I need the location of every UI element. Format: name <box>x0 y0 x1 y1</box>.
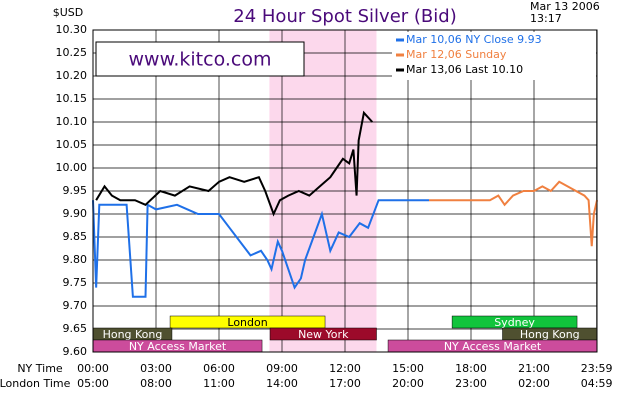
y-tick-label: 9.90 <box>63 207 88 220</box>
x-tick-label: 12:00 <box>329 362 361 375</box>
x-row-label: NY Time <box>17 362 63 375</box>
y-tick-label: 10.25 <box>56 46 88 59</box>
x-tick-label: 06:00 <box>203 362 235 375</box>
y-tick-label: 10.00 <box>56 161 88 174</box>
x-tick-label: 00:00 <box>77 362 109 375</box>
chart-title: 24 Hour Spot Silver (Bid) <box>233 6 456 27</box>
series-line <box>95 110 374 217</box>
y-tick-label: 9.95 <box>63 184 88 197</box>
y-tick-label: 10.10 <box>56 115 88 128</box>
x2-tick-label: 17:00 <box>329 377 361 390</box>
x-tick-label: 23:59 <box>581 362 613 375</box>
x-tick-label: 18:00 <box>455 362 487 375</box>
y-tick-label: 10.20 <box>56 69 88 82</box>
x2-tick-label: 20:00 <box>392 377 424 390</box>
legend-label: Mar 13,06 Last 10.10 <box>406 63 523 76</box>
session-bar <box>269 327 377 341</box>
watermark: www.kitco.com <box>128 49 271 71</box>
time: 13:17 <box>530 12 562 25</box>
y-tick-label: 9.85 <box>63 230 88 243</box>
session-bar <box>169 315 326 329</box>
legend-label: Mar 10,06 NY Close 9.93 <box>406 33 542 46</box>
x-tick-label: 15:00 <box>392 362 424 375</box>
x2-tick-label: 08:00 <box>140 377 172 390</box>
x2-tick-label: 11:00 <box>203 377 235 390</box>
y-tick-label: 9.65 <box>63 322 88 335</box>
y-tick-label: 9.70 <box>63 299 88 312</box>
session-label: Hong Kong <box>103 328 163 341</box>
x-tick-label: 03:00 <box>140 362 172 375</box>
y-tick-label: 10.30 <box>56 23 88 36</box>
x2-tick-label: 14:00 <box>266 377 298 390</box>
watermark-box <box>95 41 305 77</box>
session-label: London <box>227 316 267 329</box>
session-label: NY Access Market <box>444 340 542 353</box>
x-tick-label: 21:00 <box>518 362 550 375</box>
y-tick-label: 10.05 <box>56 138 88 151</box>
plot-frame <box>92 29 598 353</box>
x2-tick-label: 04:59 <box>581 377 613 390</box>
x2-tick-label: 05:00 <box>77 377 109 390</box>
x2-row-label: London Time <box>0 377 71 390</box>
session-label: New York <box>298 328 349 341</box>
legend-box <box>392 32 596 80</box>
x2-tick-label: 23:00 <box>455 377 487 390</box>
y-unit: $USD <box>53 6 84 19</box>
x-tick-label: 09:00 <box>266 362 298 375</box>
series-line <box>92 199 429 298</box>
session-label: NY Access Market <box>129 340 227 353</box>
y-tick-label: 9.75 <box>63 276 88 289</box>
series-line <box>429 180 598 247</box>
y-tick-label: 9.60 <box>63 345 88 358</box>
session-label: Hong Kong <box>520 328 580 341</box>
date: Mar 13 2006 <box>530 0 600 13</box>
legend-label: Mar 12,06 Sunday <box>406 48 507 61</box>
x2-tick-label: 02:00 <box>518 377 550 390</box>
session-label: Sydney <box>494 316 535 329</box>
y-tick-label: 9.80 <box>63 253 88 266</box>
y-tick-label: 10.15 <box>56 92 88 105</box>
